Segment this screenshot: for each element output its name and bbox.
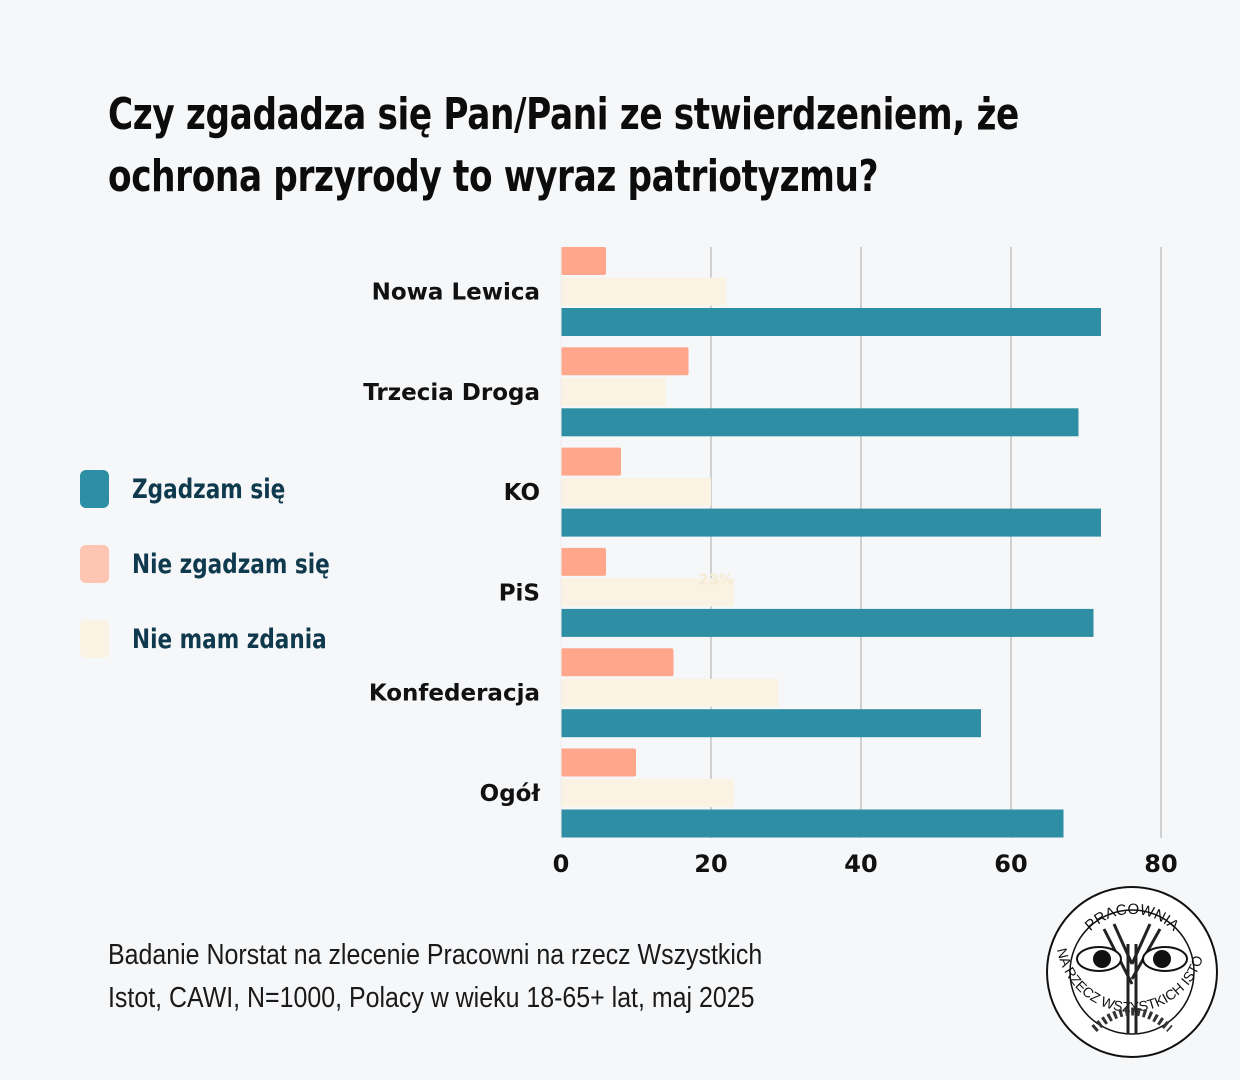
bar-nie-mam-zdania	[561, 779, 734, 807]
bar-zgadzam-się	[561, 508, 1101, 537]
title-line-2: ochrona przyrody to wyraz patriotyzmu?	[108, 151, 879, 202]
bar-nie-zgadzam-się	[561, 748, 636, 777]
x-tick-label: 0	[553, 850, 570, 878]
pracownia-logo: PRACOWNIA NA RZECZ WSZYSTKICH ISTOT	[1044, 884, 1218, 1058]
legend-item-agree: Zgadzam się	[80, 470, 379, 508]
legend-label: Nie zgadzam się	[132, 548, 330, 580]
legend-label: Nie mam zdania	[132, 623, 327, 655]
bar-zgadzam-się	[561, 809, 1064, 838]
legend-swatch-no-opinion	[80, 620, 109, 658]
legend-item-disagree: Nie zgadzam się	[80, 545, 379, 583]
bar-nie-zgadzam-się	[561, 547, 606, 576]
bar-zgadzam-się	[561, 408, 1079, 437]
x-tick-label: 40	[844, 850, 877, 878]
category-label: Trzecia Droga	[363, 380, 540, 406]
category-label: Ogół	[480, 781, 541, 807]
legend-swatch-disagree	[80, 545, 109, 583]
legend-label: Zgadzam się	[132, 473, 286, 505]
bar-zgadzam-się	[561, 608, 1094, 637]
bar-nie-zgadzam-się	[561, 447, 621, 476]
category-label: Nowa Lewica	[372, 280, 540, 306]
category-label: PiS	[499, 580, 540, 606]
data-label: 23%	[698, 570, 734, 588]
x-tick-label: 20	[694, 850, 727, 878]
bar-nie-zgadzam-się	[561, 247, 606, 275]
bar-nie-zgadzam-się	[561, 648, 674, 677]
legend-swatch-agree	[80, 470, 109, 508]
source-line-1: Badanie Norstat na zlecenie Pracowni na …	[108, 939, 763, 971]
bar-nie-mam-zdania	[561, 478, 711, 507]
bar-zgadzam-się	[561, 308, 1101, 336]
x-tick-label: 80	[1144, 850, 1177, 878]
bar-nie-mam-zdania	[561, 678, 779, 707]
source-note: Badanie Norstat na zlecenie Pracowni na …	[108, 934, 762, 1020]
bar-nie-mam-zdania	[561, 377, 666, 406]
chart-title: Czy zgadadza się Pan/Pani ze stwierdzeni…	[108, 84, 1019, 208]
category-label: Konfederacja	[369, 681, 540, 707]
legend-item-no-opinion: Nie mam zdania	[80, 620, 379, 658]
bar-chart: 0 20 40 60 80 Nowa Lewica Trzecia Droga KO PiS Ko…	[363, 247, 1178, 878]
bar-zgadzam-się	[561, 709, 981, 738]
bar-nie-mam-zdania	[561, 277, 726, 306]
source-line-2: Istot, CAWI, N=1000, Polacy w wieku 18-6…	[108, 982, 755, 1014]
category-label: KO	[504, 480, 540, 506]
bar-nie-zgadzam-się	[561, 347, 689, 376]
bar-nie-mam-zdania	[561, 578, 734, 607]
x-tick-label: 60	[994, 850, 1027, 878]
title-line-1: Czy zgadadza się Pan/Pani ze stwierdzeni…	[108, 89, 1019, 140]
legend: Zgadzam się Nie zgadzam się Nie mam zdan…	[80, 470, 379, 695]
